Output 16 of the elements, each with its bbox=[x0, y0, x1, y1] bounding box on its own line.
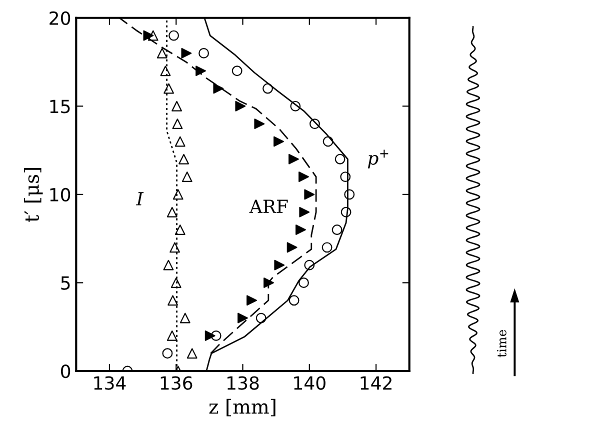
y-tick-label: 10 bbox=[50, 188, 70, 202]
y-tick-label: 15 bbox=[50, 100, 70, 114]
x-tick-label: 136 bbox=[160, 376, 192, 390]
x-tick-label: 142 bbox=[360, 376, 392, 390]
y-tick-label: 5 bbox=[61, 276, 70, 290]
x-axis-title: z [mm] bbox=[209, 398, 276, 416]
y-tick-label: 0 bbox=[61, 364, 70, 378]
text: time bbox=[497, 330, 506, 358]
y-tick-label: 20 bbox=[50, 11, 70, 25]
x-tick-label: 140 bbox=[294, 376, 326, 390]
series-label: I bbox=[136, 192, 144, 206]
y-axis-title: t′ [μs] bbox=[24, 168, 43, 222]
x-tick-label: 138 bbox=[228, 376, 259, 390]
x-tick-label: 134 bbox=[94, 376, 126, 390]
series-label: p$^{+}$ bbox=[368, 150, 388, 168]
series-label: ARF bbox=[249, 200, 288, 213]
